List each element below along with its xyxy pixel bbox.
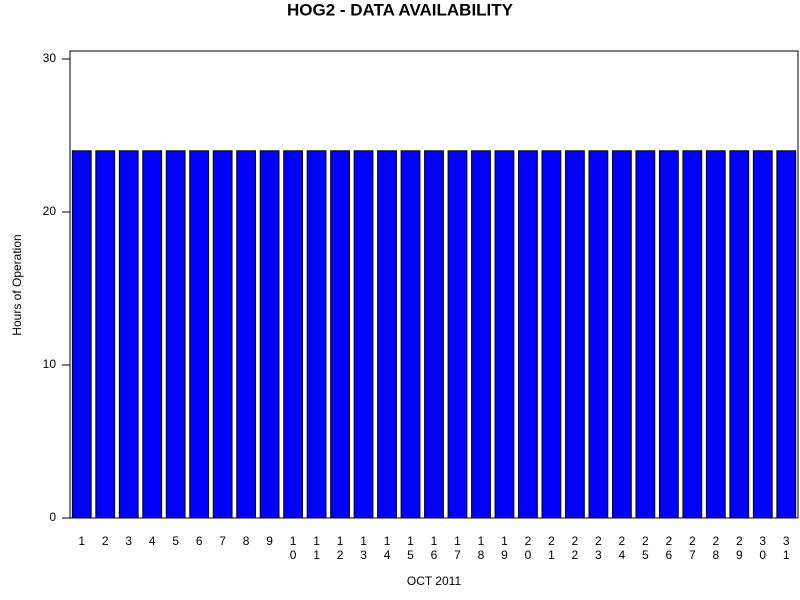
bar [71, 150, 92, 519]
bar [236, 150, 257, 519]
y-tick-label: 20 [43, 204, 57, 218]
bar [95, 150, 116, 519]
chart-title: HOG2 - DATA AVAILABILITY [287, 0, 514, 19]
y-tick-label: 30 [43, 51, 57, 65]
y-axis-label: Hours of Operation [10, 234, 24, 335]
bar [705, 150, 726, 519]
bar [588, 150, 609, 519]
x-tick-label: 7 [219, 534, 226, 548]
bar [306, 150, 327, 519]
x-tick-label: 9 [266, 534, 273, 548]
bar [682, 150, 703, 519]
bar [283, 150, 303, 519]
bar [377, 150, 397, 519]
bar [635, 150, 656, 519]
bar [752, 150, 773, 519]
bar [518, 150, 538, 519]
bar [729, 150, 750, 519]
bar [471, 150, 491, 519]
bar [565, 150, 585, 519]
bar [353, 150, 374, 519]
bar [189, 150, 210, 519]
bar [118, 150, 139, 519]
y-tick-label: 0 [49, 510, 56, 524]
x-tick-label: 5 [172, 534, 179, 548]
bar [658, 150, 679, 519]
bar [400, 150, 421, 519]
x-tick-label: 1 [78, 534, 85, 548]
x-tick-label: 6 [196, 534, 203, 548]
bar [541, 150, 562, 519]
bar [494, 150, 515, 519]
bar [611, 150, 632, 519]
x-tick-label: 8 [243, 534, 250, 548]
x-tick-label: 3 [125, 534, 132, 548]
x-tick-label: 4 [149, 534, 156, 548]
x-axis-label: OCT 2011 [407, 574, 462, 588]
bar [330, 150, 350, 519]
bar [776, 150, 797, 519]
y-tick-label: 10 [43, 357, 57, 371]
bar [212, 150, 233, 519]
bar [259, 150, 280, 519]
bar [424, 150, 444, 519]
x-tick-label: 2 [102, 534, 109, 548]
bar [142, 150, 163, 519]
bar [165, 150, 186, 519]
bar [447, 150, 468, 519]
